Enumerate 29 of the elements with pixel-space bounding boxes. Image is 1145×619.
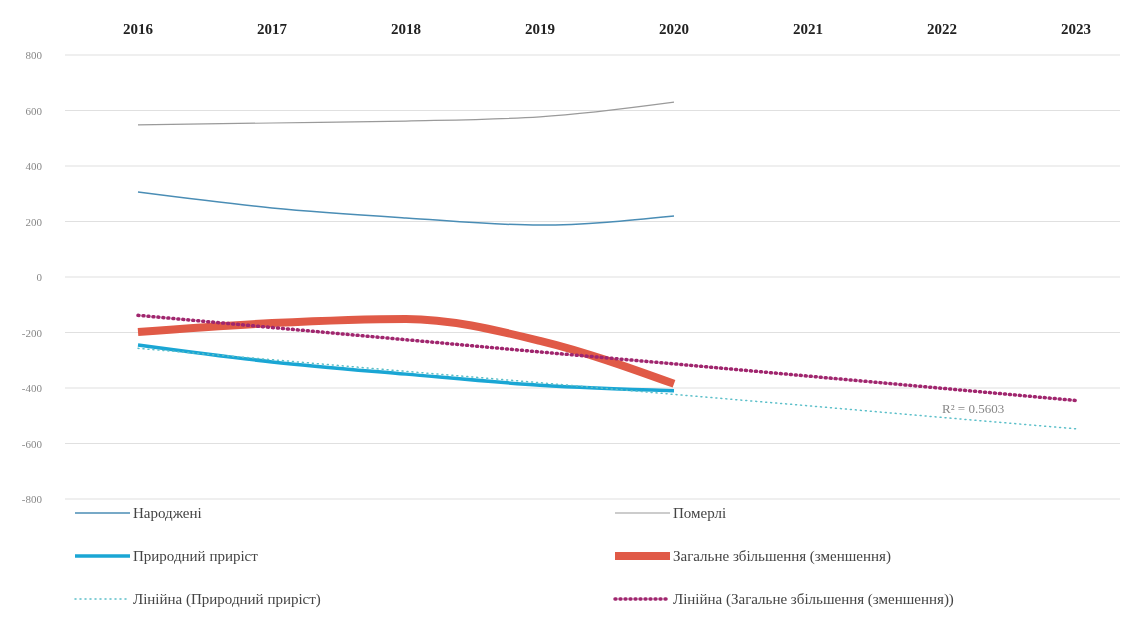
y-tick-label: 200 [25,215,43,228]
legend-label: Природний приріст [133,548,259,564]
legend-label: Лінійна (Загальне збільшення (зменшення)) [673,591,954,608]
y-tick-label: 600 [25,104,43,117]
x-tick-label: 2017 [257,21,288,37]
x-tick-label: 2023 [1061,21,1091,37]
line-series [137,101,675,126]
legend-label: Загальне збільшення (зменшення) [673,548,891,565]
line-series [137,191,675,226]
y-tick-label: 800 [25,49,43,61]
line-series [136,343,676,393]
y-tick-label: -200 [21,326,43,339]
x-tick-label: 2020 [659,21,689,37]
y-tick-label: -600 [21,437,43,450]
y-tick-label: -800 [21,493,43,505]
legend-label: Лінійна (Природний приріст) [133,591,321,608]
legend-label: Народжені [133,505,202,521]
annotation: R² = 0.5603 [942,400,1005,416]
line-series [136,313,1078,403]
legend-label: Померлі [673,505,727,521]
x-tick-label: 2016 [123,21,154,37]
y-tick-label: 0 [36,271,43,283]
x-tick-label: 2019 [525,21,555,37]
y-tick-label: 400 [25,160,43,172]
x-tick-label: 2021 [793,21,823,37]
x-tick-label: 2022 [927,21,957,37]
line-series [137,347,1077,430]
x-tick-label: 2018 [391,21,421,37]
y-tick-label: -400 [21,382,43,394]
